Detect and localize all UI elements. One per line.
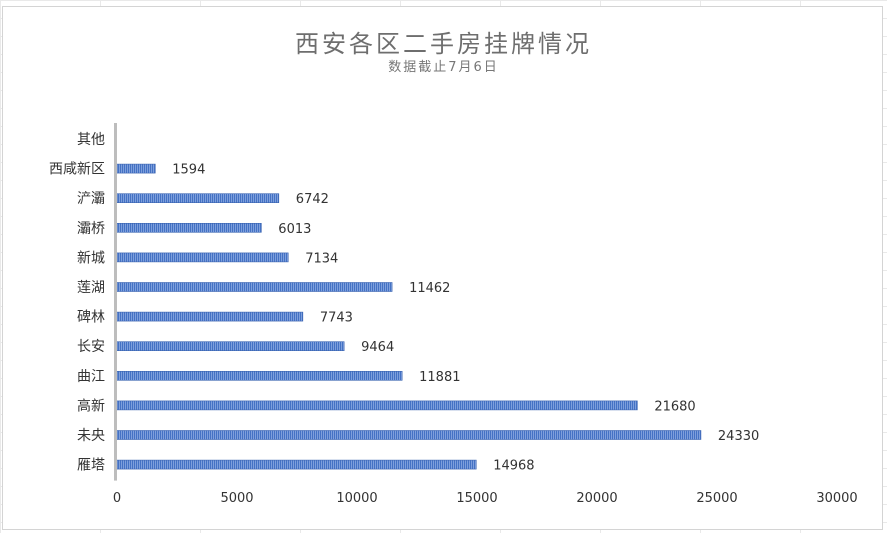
chart-area[interactable]: [2, 6, 883, 530]
category-label: 曲江: [77, 369, 105, 385]
category-label: 灞桥: [77, 221, 105, 237]
bar[interactable]: [116, 370, 403, 381]
x-tick-label: 15000: [456, 491, 497, 506]
x-tick-label: 30000: [816, 491, 857, 506]
x-tick-label: 20000: [576, 491, 617, 506]
category-label: 新城: [77, 250, 105, 266]
chart-subtitle: 数据截止7月6日: [388, 60, 499, 75]
data-label: 11881: [419, 370, 460, 385]
bar[interactable]: [116, 459, 477, 470]
bar[interactable]: [116, 400, 638, 411]
data-label: 9464: [361, 340, 394, 355]
data-label: 6013: [278, 222, 311, 237]
bar[interactable]: [116, 163, 156, 174]
category-label: 西咸新区: [49, 162, 105, 178]
x-tick-label: 25000: [696, 491, 737, 506]
category-label: 长安: [77, 339, 105, 355]
data-label: 6742: [296, 192, 329, 207]
data-label: 7134: [305, 251, 338, 266]
bar[interactable]: [116, 311, 304, 322]
data-label: 24330: [718, 429, 759, 444]
data-label: 14968: [493, 459, 534, 474]
category-label: 未央: [77, 428, 105, 444]
bar[interactable]: [116, 341, 345, 352]
data-label: 1594: [172, 163, 205, 178]
category-label: 其他: [77, 132, 105, 148]
bar[interactable]: [116, 430, 702, 440]
bar[interactable]: [116, 223, 262, 233]
data-label: 11462: [409, 281, 450, 296]
bar[interactable]: [116, 282, 393, 292]
category-label: 高新: [77, 397, 105, 414]
category-label: 碑林: [77, 310, 105, 326]
chart-title: 西安各区二手房挂牌情况: [295, 30, 592, 58]
category-label: 莲湖: [77, 280, 105, 296]
bar[interactable]: [116, 252, 289, 263]
y-axis-line: [114, 123, 117, 481]
x-tick-label: 0: [113, 491, 121, 506]
data-label: 21680: [654, 399, 695, 414]
x-tick-label: 10000: [336, 491, 377, 506]
category-label: 雁塔: [77, 458, 105, 474]
category-label: 浐灞: [77, 191, 105, 207]
data-label: 7743: [320, 311, 353, 326]
x-tick-label: 5000: [220, 491, 253, 506]
bar[interactable]: [116, 193, 280, 203]
